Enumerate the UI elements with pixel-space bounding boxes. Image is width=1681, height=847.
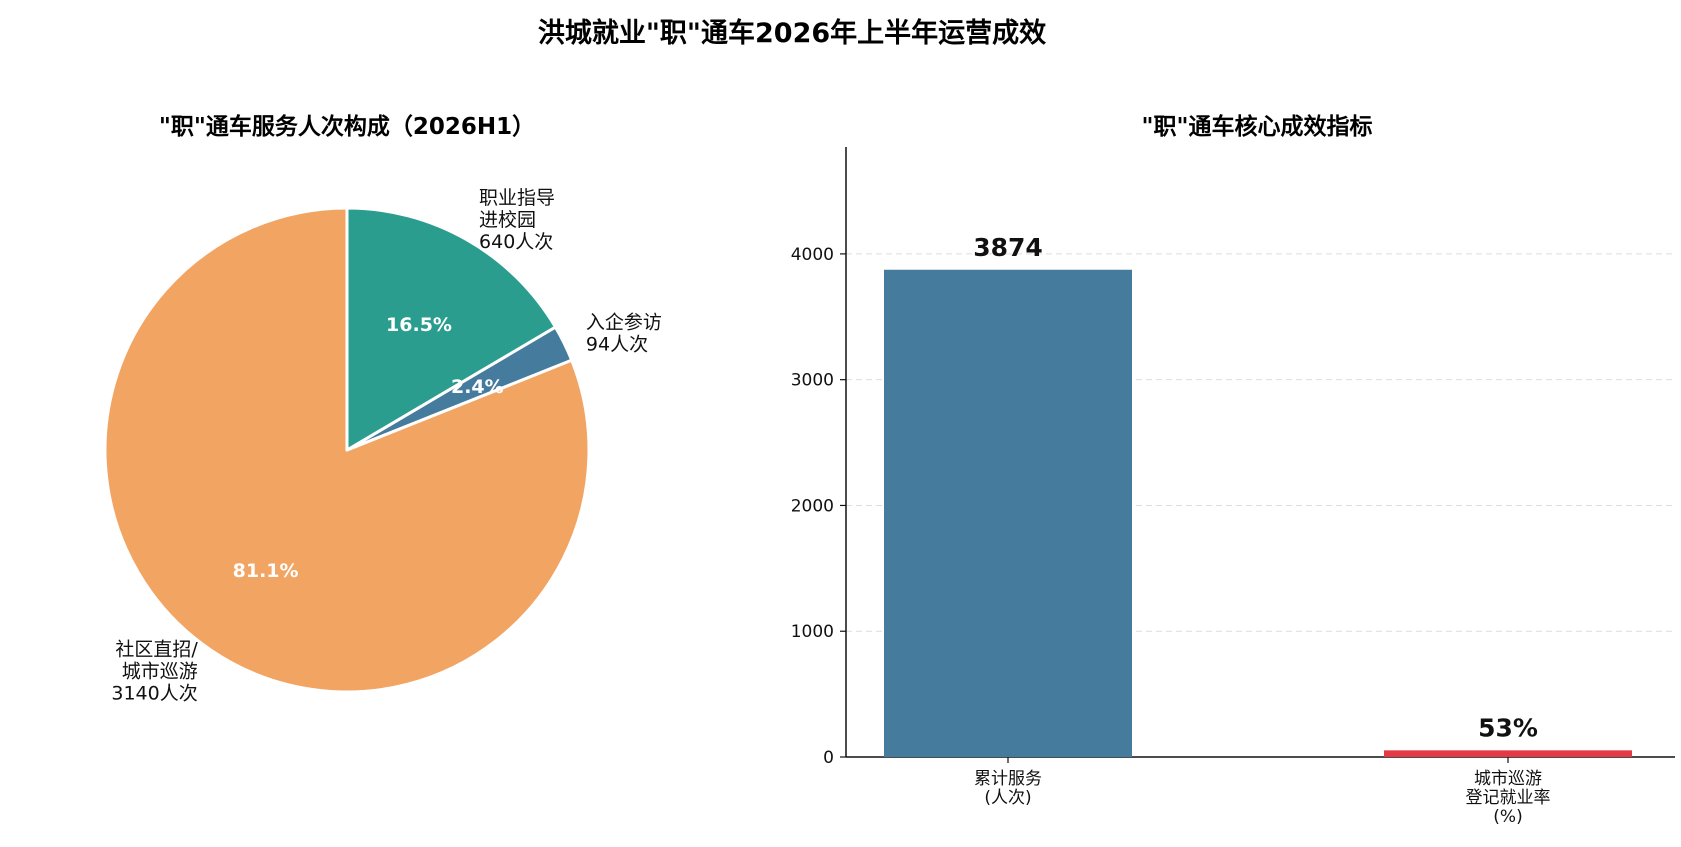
pie-labels: 81.1% 社区直招/城市巡游 3140人次 2.4% 入企参访 94人次 16.5% 职业指… xyxy=(111,187,662,705)
bar-chart-title: "职"通车核心成效指标 xyxy=(1142,113,1373,140)
x-tick-label: 累计服务(人次) xyxy=(974,769,1042,808)
pie-slice-label-line: 3140人次 xyxy=(111,682,197,704)
pie-slice-label: 入企参访 94人次 xyxy=(586,312,662,356)
x-tick-label-line: 登记就业率 xyxy=(1466,788,1551,808)
y-tick-label: 0 xyxy=(823,748,834,768)
bar-marks: 3874 53% xyxy=(884,233,1632,757)
pie-slice xyxy=(345,206,557,452)
pie-panel: "职"通车服务人次构成（2026H1） 81.1% 社区直招/城市巡游 3140人次… xyxy=(103,113,662,705)
bar-value-label: 53% xyxy=(1478,713,1538,742)
pie-slice-label-line: 城市巡游 xyxy=(122,660,198,682)
y-tick-label: 3000 xyxy=(791,371,834,391)
pie-slice-label: 职业指导进校园 640人次 xyxy=(479,187,555,253)
pie-slice-label-line: 640人次 xyxy=(479,231,553,253)
pie-slice-label-line: 职业指导 xyxy=(479,187,555,209)
pie-percent-label: 16.5% xyxy=(386,314,452,336)
x-tick-label-line: (%) xyxy=(1493,807,1522,827)
bar xyxy=(1384,750,1632,757)
y-tick-label: 1000 xyxy=(791,622,834,642)
figure-title: 洪城就业"职"通车2026年上半年运营成效 xyxy=(538,17,1046,49)
pie-slice-label-line: 进校园 xyxy=(479,209,536,231)
bar-panel: "职"通车核心成效指标 0 1000 2000 3000 4000 累计服务(人次) 城市巡… xyxy=(791,113,1675,827)
pie-percent-label: 2.4% xyxy=(451,376,504,398)
pie-slice-label-line: 社区直招/ xyxy=(115,638,198,660)
bar-gridlines xyxy=(846,253,1675,632)
pie-chart-title: "职"通车服务人次构成（2026H1） xyxy=(159,113,535,140)
pie-slice-label-line: 入企参访 xyxy=(586,312,662,334)
bar xyxy=(884,269,1132,757)
pie-slice-label-line: 94人次 xyxy=(586,334,648,356)
pie-slices xyxy=(103,206,591,694)
bar-value-label: 3874 xyxy=(973,233,1043,262)
y-tick-label: 4000 xyxy=(791,245,834,265)
x-tick-label-line: 城市巡游 xyxy=(1474,769,1542,789)
y-tick-label: 2000 xyxy=(791,496,834,516)
x-tick-label: 城市巡游登记就业率(%) xyxy=(1466,769,1551,827)
pie-percent-label: 81.1% xyxy=(233,560,299,582)
pie-slice-label: 社区直招/城市巡游 3140人次 xyxy=(111,638,198,704)
x-tick-label-line: (人次) xyxy=(984,788,1031,808)
x-tick-label-line: 累计服务 xyxy=(974,769,1042,789)
